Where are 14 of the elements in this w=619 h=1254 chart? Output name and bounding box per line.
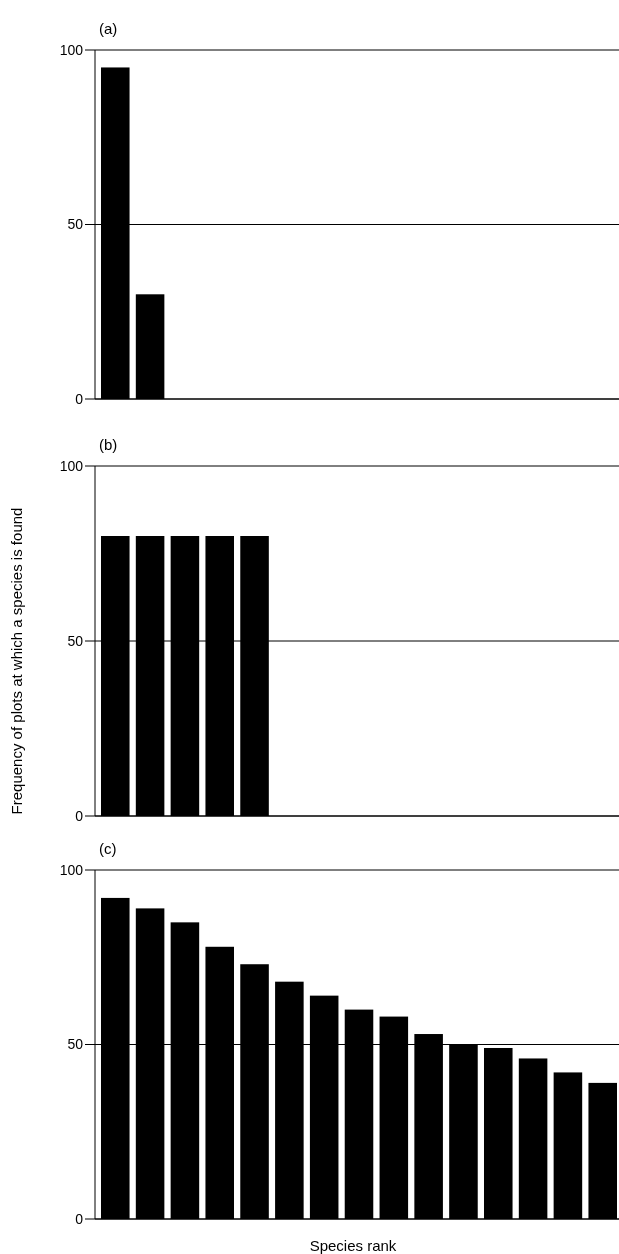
y-axis-title: Frequency of plots at which a species is found xyxy=(8,507,25,815)
y-tick-label: 100 xyxy=(59,41,84,58)
chart-title: (b) xyxy=(99,436,118,453)
y-tick-label: 50 xyxy=(67,632,84,649)
chart-title: (c) xyxy=(99,840,117,857)
chart-title: (a) xyxy=(99,20,118,37)
y-tick-label: 0 xyxy=(75,390,84,407)
y-tick-label: 100 xyxy=(59,861,84,878)
y-tick-label: 100 xyxy=(59,457,84,474)
y-tick-label: 0 xyxy=(75,1210,84,1227)
y-tick-label: 0 xyxy=(75,807,84,824)
y-tick-label: 50 xyxy=(67,1036,84,1053)
x-axis-title: Species rank xyxy=(309,1237,397,1254)
y-tick-label: 50 xyxy=(67,216,84,233)
